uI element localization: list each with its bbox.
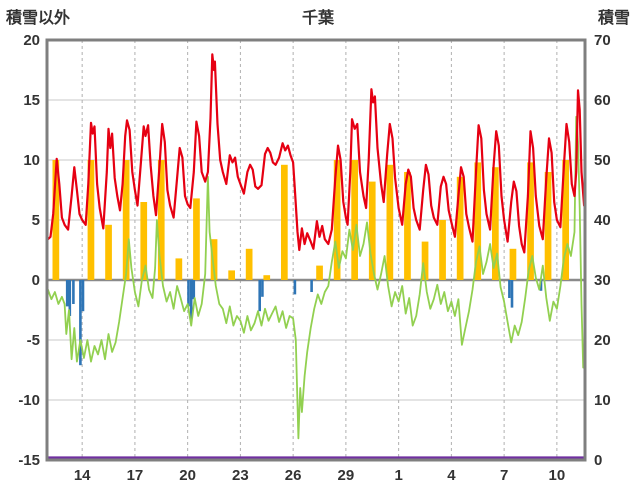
x-axis-tick-label: 23 — [232, 467, 249, 484]
orange-bars — [562, 160, 569, 280]
orange-bars — [404, 172, 411, 280]
orange-bars — [439, 220, 446, 280]
blue-bars — [310, 280, 313, 292]
orange-bars — [193, 198, 200, 280]
x-axis-tick-label: 14 — [74, 467, 91, 484]
plot-border — [45, 38, 587, 462]
blue-bars — [539, 280, 543, 291]
x-axis-tick-label: 26 — [285, 467, 302, 484]
orange-bars — [509, 248, 517, 280]
orange-bars — [333, 160, 341, 280]
orange-bars — [316, 265, 323, 280]
blue-bars — [258, 280, 261, 312]
left-axis-tick-label: -10 — [18, 392, 40, 409]
orange-bars — [228, 270, 235, 280]
left-axis-tick-label: -5 — [27, 332, 40, 349]
orange-bars — [527, 162, 534, 280]
right-axis-tick-label: 30 — [594, 272, 611, 289]
chart-title: 千葉 — [301, 10, 334, 27]
left-axis-title: 積雪以外 — [6, 10, 71, 27]
left-axis-tick-label: -15 — [18, 452, 40, 469]
left-axis-tick-label: 5 — [32, 212, 40, 229]
blue-bars — [72, 280, 75, 304]
x-axis-tick-label: 10 — [549, 467, 566, 484]
red-line — [46, 53, 586, 254]
blue-bars — [187, 280, 190, 307]
right-axis-tick-label: 0 — [594, 452, 602, 469]
orange-bars — [544, 172, 552, 280]
orange-bars — [87, 160, 95, 280]
orange-bars — [157, 160, 165, 280]
blue-bars — [192, 280, 196, 300]
right-axis-tick-label: 10 — [594, 392, 611, 409]
blue-bars — [293, 280, 297, 295]
x-axis-tick-label: 4 — [447, 467, 456, 484]
right-axis-tick-label: 50 — [594, 152, 611, 169]
orange-bars — [474, 162, 482, 280]
blue-bars — [510, 280, 514, 308]
blue-bars — [65, 280, 69, 307]
left-axis-tick-label: 20 — [23, 32, 40, 49]
orange-bars — [386, 164, 394, 280]
blue-bars — [81, 280, 85, 312]
x-axis-tick-label: 17 — [127, 467, 144, 484]
right-axis-tick-label: 40 — [594, 212, 611, 229]
orange-bars — [368, 181, 376, 280]
blue-bars — [189, 280, 193, 320]
orange-bars — [245, 248, 253, 280]
orange-bars — [210, 239, 218, 280]
x-axis-tick-label: 7 — [500, 467, 508, 484]
orange-bars — [52, 160, 60, 280]
left-axis-tick-label: 0 — [32, 272, 40, 289]
x-axis-tick-label: 29 — [338, 467, 355, 484]
orange-bars — [263, 275, 271, 280]
right-axis-tick-label: 70 — [594, 32, 611, 49]
orange-bars — [175, 258, 183, 280]
orange-bars — [456, 176, 464, 280]
right-axis-tick-label: 60 — [594, 92, 611, 109]
left-axis-tick-label: 15 — [23, 92, 40, 109]
x-axis-tick-label: 1 — [394, 467, 402, 484]
blue-bars — [508, 280, 511, 298]
right-axis-title: 積雪 — [597, 10, 630, 27]
left-axis-tick-label: 10 — [23, 152, 40, 169]
orange-bars — [281, 164, 288, 280]
orange-bars — [351, 160, 358, 280]
orange-bars — [140, 202, 148, 280]
blue-bars — [68, 280, 72, 316]
orange-bars — [421, 241, 429, 280]
orange-bars — [122, 160, 130, 280]
orange-bars — [492, 167, 499, 280]
blue-bars — [261, 280, 264, 297]
right-axis-tick-label: 20 — [594, 332, 611, 349]
blue-bars — [79, 280, 82, 366]
green-line — [47, 115, 585, 440]
x-axis-tick-label: 20 — [179, 467, 196, 484]
orange-bars — [105, 224, 112, 280]
